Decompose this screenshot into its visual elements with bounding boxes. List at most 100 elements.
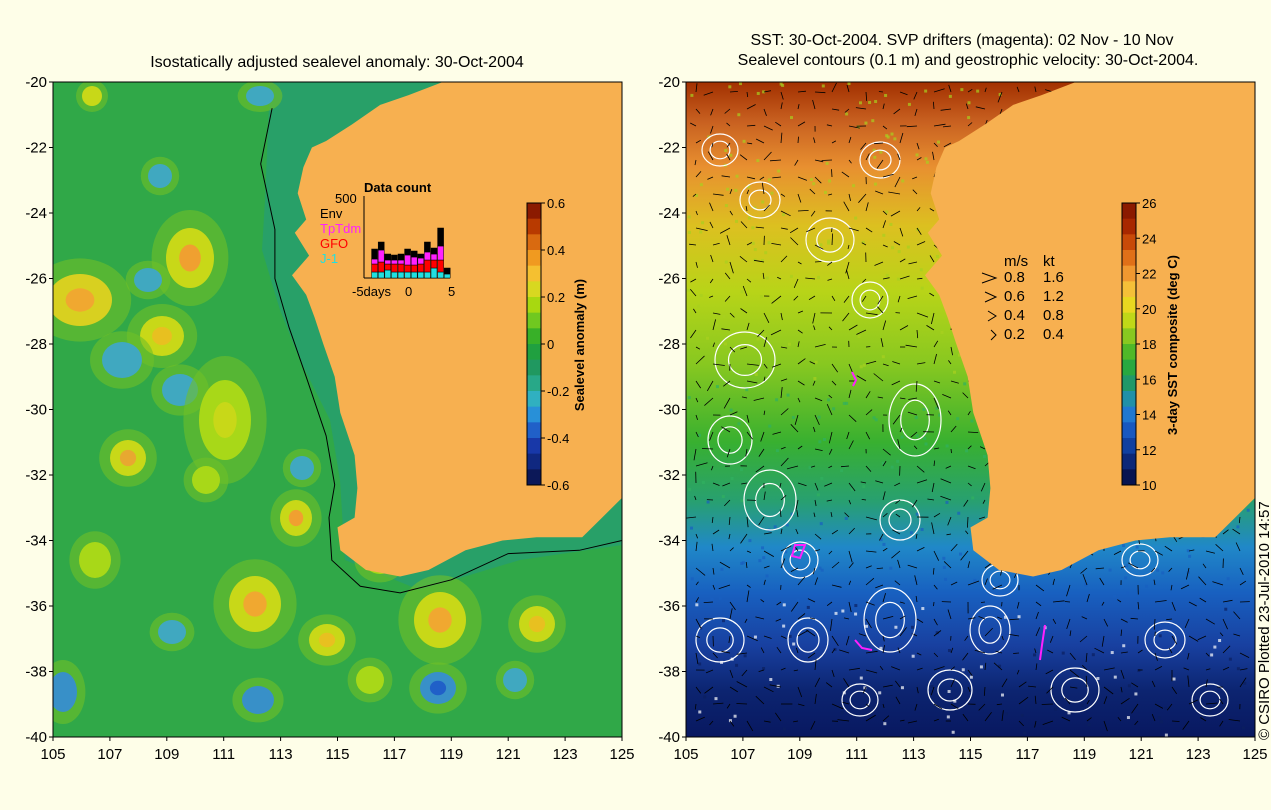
sst-speckle bbox=[740, 290, 744, 294]
velocity-arrow bbox=[897, 439, 901, 450]
velocity-arrow bbox=[848, 414, 857, 422]
velocity-arrow bbox=[916, 465, 925, 473]
velocity-arrow bbox=[831, 82, 837, 93]
sst-speckle bbox=[919, 268, 923, 272]
velocity-arrow bbox=[753, 397, 765, 401]
sst-speckle bbox=[969, 675, 973, 679]
velocity-arrow bbox=[929, 255, 935, 263]
velocity-arrow bbox=[1066, 584, 1071, 597]
right-drifter-tracks bbox=[790, 371, 1046, 661]
sst-speckle bbox=[1124, 576, 1128, 580]
velocity-arrow bbox=[1202, 563, 1207, 569]
velocity-arrow bbox=[1168, 647, 1173, 654]
sst-speckle bbox=[1113, 594, 1117, 598]
velocity-arrow bbox=[1001, 678, 1008, 688]
velocity-arrow bbox=[809, 188, 816, 195]
velocity-arrow bbox=[891, 666, 901, 671]
velocity-arrow bbox=[1034, 720, 1037, 728]
colorbar-swatch bbox=[527, 344, 541, 361]
sst-speckle bbox=[953, 699, 957, 703]
velocity-arrow bbox=[894, 176, 901, 188]
velocity-arrow bbox=[873, 373, 884, 382]
velocity-arrow bbox=[861, 499, 867, 501]
sst-speckle bbox=[890, 132, 894, 136]
velocity-arrow bbox=[913, 91, 918, 100]
sst-speckle bbox=[1213, 645, 1217, 649]
sst-speckle bbox=[735, 174, 739, 178]
count-bar-segment bbox=[404, 248, 411, 256]
velocity-scale-arrow bbox=[990, 329, 997, 341]
velocity-arrow bbox=[1205, 652, 1210, 657]
velocity-arrow bbox=[729, 189, 733, 195]
sst-speckle bbox=[762, 90, 766, 94]
sst-speckle bbox=[748, 539, 752, 543]
velocity-arrow bbox=[780, 558, 786, 569]
velocity-arrow bbox=[1009, 634, 1020, 637]
velocity-arrow bbox=[865, 516, 878, 521]
velocity-arrow bbox=[795, 499, 799, 510]
sst-speckle bbox=[854, 612, 858, 616]
velocity-arrow bbox=[746, 550, 752, 553]
velocity-arrow bbox=[882, 363, 889, 367]
velocity-arrow bbox=[763, 720, 771, 723]
sst-speckle bbox=[891, 246, 895, 250]
velocity-arrow bbox=[933, 123, 946, 127]
velocity-arrow bbox=[814, 244, 824, 250]
sst-speckle bbox=[762, 556, 766, 560]
velocity-arrow bbox=[942, 125, 952, 128]
velocity-arrow bbox=[1166, 618, 1173, 621]
right-map-title-line1: SST: 30-Oct-2004. SVP drifters (magenta)… bbox=[751, 32, 1174, 49]
velocity-arrow bbox=[705, 669, 714, 674]
velocity-arrow bbox=[940, 478, 952, 484]
sst-speckle bbox=[721, 494, 725, 498]
velocity-arrow bbox=[763, 125, 773, 131]
velocity-arrow bbox=[695, 567, 706, 576]
anomaly-patch-core bbox=[528, 615, 546, 633]
velocity-arrow bbox=[1001, 635, 1004, 641]
sealevel-contour bbox=[805, 217, 855, 263]
sst-speckle bbox=[900, 686, 904, 690]
velocity-arrow bbox=[933, 88, 945, 93]
velocity-arrow bbox=[695, 108, 701, 114]
sst-speckle bbox=[893, 137, 897, 141]
velocity-arrow bbox=[882, 592, 886, 603]
velocity-arrow bbox=[1117, 599, 1122, 603]
sst-speckle bbox=[878, 691, 882, 695]
velocity-arrow bbox=[712, 342, 715, 348]
velocity-arrow bbox=[746, 189, 750, 195]
velocity-arrow bbox=[701, 448, 714, 450]
velocity-arrow bbox=[780, 495, 787, 501]
sst-speckle bbox=[789, 116, 793, 120]
velocity-arrow bbox=[709, 202, 714, 212]
velocity-arrow bbox=[992, 584, 1003, 590]
velocity-arrow bbox=[877, 396, 884, 399]
sst-speckle bbox=[735, 219, 739, 223]
sst-speckle bbox=[1158, 634, 1162, 638]
velocity-arrow bbox=[933, 101, 935, 110]
velocity-arrow bbox=[1232, 528, 1241, 535]
sst-speckle bbox=[808, 466, 812, 470]
velocity-arrow bbox=[695, 346, 701, 350]
anomaly-patch bbox=[53, 672, 77, 712]
velocity-arrow bbox=[1198, 576, 1207, 586]
sst-speckle bbox=[714, 697, 718, 701]
velocity-arrow bbox=[877, 306, 884, 314]
sst-speckle bbox=[762, 667, 766, 671]
velocity-arrow bbox=[831, 169, 833, 178]
velocity-arrow bbox=[831, 108, 840, 111]
sealevel-contour bbox=[701, 133, 739, 167]
sst-speckle bbox=[861, 240, 865, 244]
velocity-arrow bbox=[763, 491, 766, 501]
sst-speckle bbox=[920, 528, 924, 532]
legend-env: Env bbox=[320, 206, 343, 221]
velocity-arrow bbox=[1205, 618, 1216, 625]
sst-speckle bbox=[723, 342, 727, 346]
sst-speckle bbox=[1210, 653, 1214, 657]
velocity-arrow bbox=[1188, 601, 1197, 607]
velocity-arrow bbox=[915, 533, 918, 539]
lat-tick-label: -22 bbox=[25, 140, 47, 157]
count-bar-segment bbox=[404, 264, 411, 273]
sst-speckle bbox=[1188, 554, 1192, 558]
velocity-arrow bbox=[780, 193, 786, 197]
velocity-arrow bbox=[876, 567, 884, 569]
